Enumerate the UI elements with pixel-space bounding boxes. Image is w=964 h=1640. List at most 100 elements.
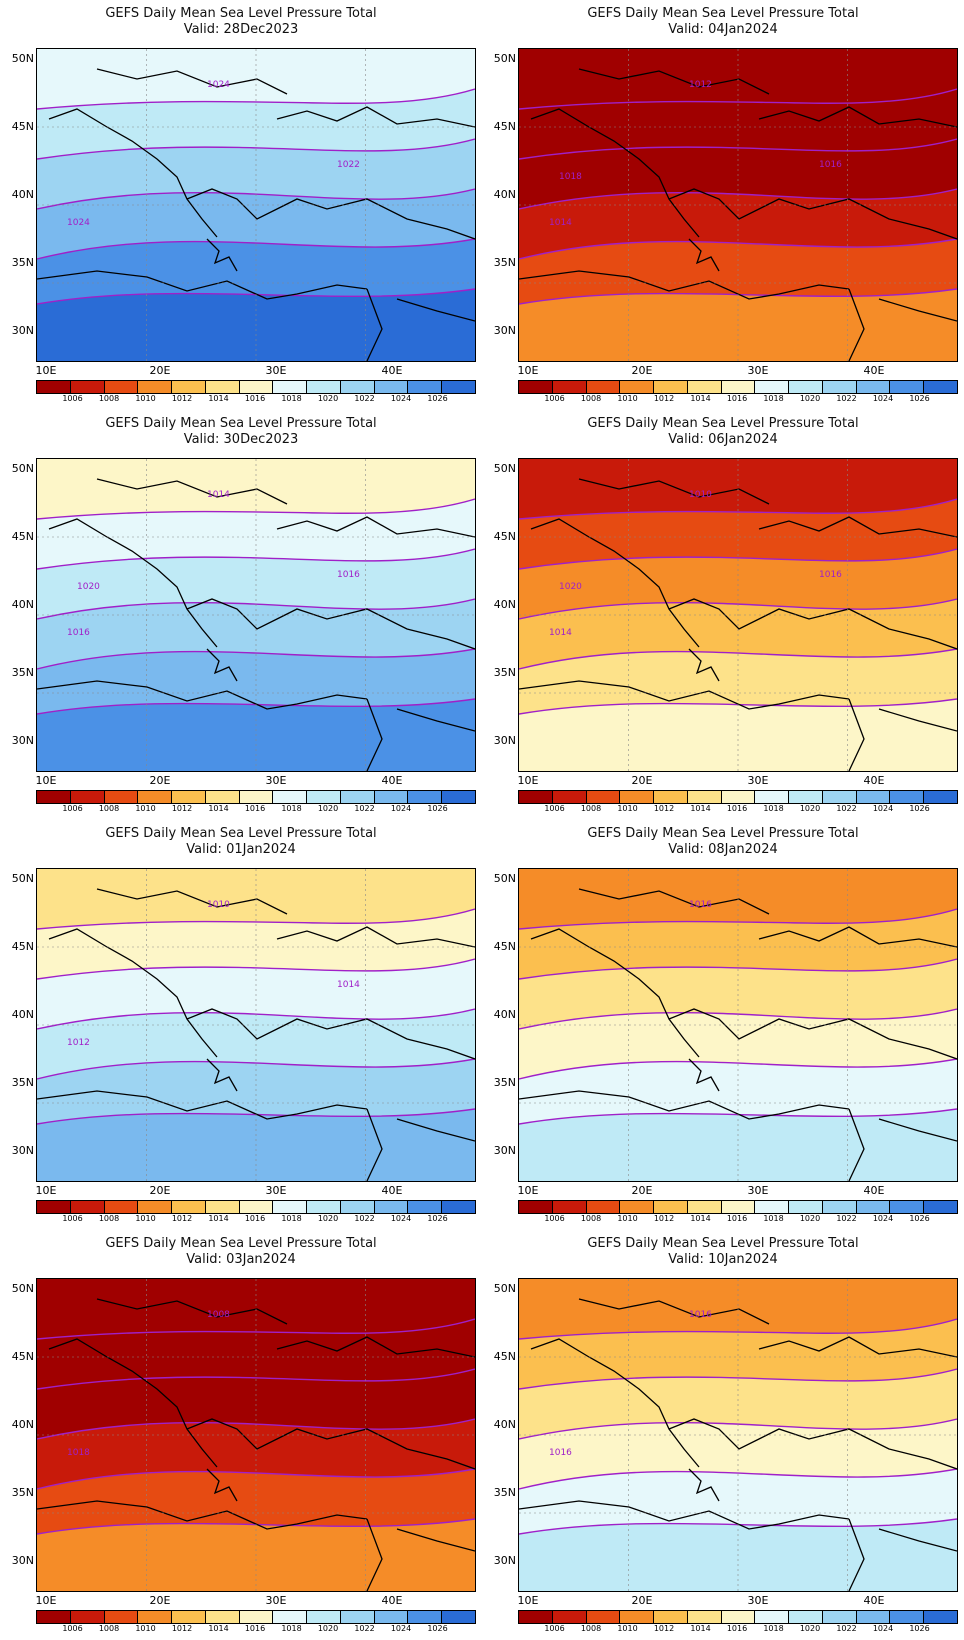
color-bar-label: 1020 <box>799 394 821 403</box>
color-bar-swatch <box>172 791 206 803</box>
color-bar-swatch <box>138 381 173 393</box>
lon-tick-label: 10E <box>517 774 539 787</box>
coastline <box>396 1528 475 1552</box>
lat-tick-label: 40N <box>493 1418 516 1431</box>
lon-tick-label: 10E <box>517 364 539 377</box>
color-bar-swatch <box>822 381 857 393</box>
color-bar-swatch <box>586 381 621 393</box>
color-bar-swatch <box>205 1611 240 1623</box>
map-panel: GEFS Daily Mean Sea Level Pressure Total… <box>0 820 482 1230</box>
coastline <box>848 1108 865 1181</box>
coastline <box>276 1336 475 1358</box>
color-bar-label: 1016 <box>244 394 266 403</box>
color-bar-swatch <box>374 1201 409 1213</box>
lon-tick-label: 40E <box>863 1184 885 1197</box>
pressure-map: 1016 1016 <box>518 1278 958 1592</box>
isobar-line <box>519 1058 957 1080</box>
coastline <box>530 928 700 1058</box>
color-bar-label: 1008 <box>580 1624 602 1633</box>
coastline <box>37 270 368 300</box>
color-bar-label: 1016 <box>726 1214 748 1223</box>
lat-tick-label: 35N <box>11 666 34 679</box>
color-bar-label: 1022 <box>354 1624 375 1633</box>
color-bar-label: 1012 <box>653 394 675 403</box>
lon-tick-label: 30E <box>747 364 769 377</box>
panel-valid-date: Valid: 03Jan2024 <box>186 1252 296 1267</box>
color-bar-swatch <box>239 381 274 393</box>
coastline <box>668 1008 957 1060</box>
color-bar-label: 1016 <box>244 804 266 813</box>
lat-tick-label: 45N <box>11 940 34 953</box>
coastline <box>276 926 475 948</box>
color-bar-label: 1010 <box>617 1624 638 1633</box>
color-bar-swatch <box>552 1201 587 1213</box>
lat-tick-label: 35N <box>493 256 516 269</box>
isobar-line <box>519 1108 957 1125</box>
isobar-line <box>519 548 957 570</box>
color-bar-label: 1024 <box>872 394 894 403</box>
color-bar <box>518 1200 958 1214</box>
isobar-label: 1018 <box>559 172 582 182</box>
color-bar-swatch <box>307 1611 341 1623</box>
color-bar-swatch <box>687 791 722 803</box>
panel-title: GEFS Daily Mean Sea Level Pressure Total <box>105 416 377 431</box>
isobar-label: 1016 <box>549 1448 572 1458</box>
lat-tick-label: 50N <box>11 52 34 65</box>
color-bar-label: 1006 <box>62 804 83 813</box>
coastline <box>758 516 957 538</box>
color-bar-label: 1012 <box>171 804 193 813</box>
color-bar-swatch <box>519 791 553 803</box>
coastline <box>530 1338 700 1468</box>
color-bar-label: 1018 <box>763 1214 784 1223</box>
isobar-line <box>37 548 475 570</box>
coastline <box>878 1118 957 1142</box>
color-bar-label: 1026 <box>427 1214 448 1223</box>
map-panel: GEFS Daily Mean Sea Level Pressure Total… <box>482 0 964 410</box>
color-bar-label: 1010 <box>617 394 638 403</box>
color-bar-swatch <box>205 1201 240 1213</box>
color-bar-swatch <box>519 1201 553 1213</box>
color-bar-swatch <box>822 791 857 803</box>
lon-tick-label: 20E <box>631 1594 653 1607</box>
color-bar-label: 1020 <box>317 1214 339 1223</box>
isobar-line <box>37 1518 475 1535</box>
panel-title: GEFS Daily Mean Sea Level Pressure Total <box>587 826 859 841</box>
coastline <box>578 888 770 915</box>
lat-tick-label: 40N <box>11 1008 34 1021</box>
lat-tick-label: 40N <box>493 1008 516 1021</box>
coastline <box>688 1058 720 1092</box>
color-bar-swatch <box>755 1611 790 1623</box>
color-bar-label: 1010 <box>135 1624 156 1633</box>
color-bar-swatch <box>273 1201 308 1213</box>
isobar-line <box>37 698 475 715</box>
coastline <box>366 1108 383 1181</box>
color-bar-swatch <box>755 791 790 803</box>
lat-tick-label: 45N <box>493 120 516 133</box>
lat-tick-label: 35N <box>11 256 34 269</box>
color-bar-label: 1012 <box>171 394 193 403</box>
color-bar-swatch <box>340 1611 375 1623</box>
isobar-label: 1016 <box>337 570 360 580</box>
coastline <box>578 478 770 505</box>
coastline <box>96 888 288 915</box>
color-bar-label: 1018 <box>281 1624 302 1633</box>
color-bar-label: 1016 <box>244 1214 266 1223</box>
panel-valid-date: Valid: 01Jan2024 <box>186 842 296 857</box>
map-panel: GEFS Daily Mean Sea Level Pressure Total… <box>0 410 482 820</box>
isobar-line <box>37 88 475 110</box>
isobar-line <box>37 1318 475 1340</box>
color-bar-swatch <box>687 1611 722 1623</box>
color-bar <box>518 1610 958 1624</box>
color-bar-label: 1024 <box>872 1624 894 1633</box>
color-bar-label: 1016 <box>726 1624 748 1633</box>
color-bar-label: 1018 <box>763 394 784 403</box>
isobar-line <box>37 238 475 260</box>
panel-valid-date: Valid: 04Jan2024 <box>668 22 778 37</box>
coastline <box>206 1468 238 1502</box>
color-bar-label: 1022 <box>836 1214 857 1223</box>
lat-tick-label: 50N <box>11 872 34 885</box>
coastline <box>96 68 288 95</box>
color-bar-label: 1024 <box>390 394 412 403</box>
color-bar-swatch <box>789 1611 823 1623</box>
color-bar-label: 1010 <box>135 1214 156 1223</box>
